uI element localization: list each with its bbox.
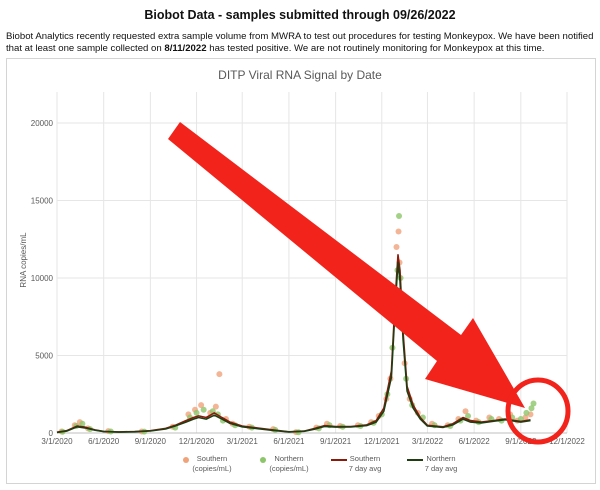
page-description: Biobot Analytics recently requested extr…	[6, 31, 596, 55]
data-point	[200, 406, 207, 413]
annotation-circle-icon	[505, 377, 571, 445]
x-tick-label: 12/1/2021	[364, 437, 400, 446]
data-point	[465, 412, 472, 419]
data-point	[528, 405, 535, 412]
x-tick-label: 9/1/2020	[135, 437, 167, 446]
data-point	[216, 371, 223, 378]
legend-marker	[183, 457, 189, 463]
legend-sublabel: 7 day avg	[425, 464, 458, 473]
annotation-arrow-icon	[168, 122, 525, 408]
legend: Southern(copies/mL)Northern(copies/mL)So…	[183, 454, 457, 473]
data-point	[522, 414, 529, 421]
legend-sublabel: 7 day avg	[349, 464, 382, 473]
data-point	[198, 402, 205, 409]
description-text-1: Biobot Analytics recently requested extr…	[6, 31, 594, 54]
y-tick-label: 10000	[31, 274, 54, 283]
legend-label: Northern	[274, 454, 303, 463]
average-lines	[56, 254, 531, 434]
legend-sublabel: (copies/mL)	[192, 464, 232, 473]
y-tick-labels: 0 5000 10000 15000 20000	[31, 119, 54, 438]
legend-label: Southern	[197, 454, 227, 463]
x-tick-label: 6/1/2022	[459, 437, 491, 446]
description-text-2: has tested positive. We are not routinel…	[206, 43, 545, 54]
x-tick-label: 12/1/2020	[179, 437, 215, 446]
data-point	[193, 409, 200, 416]
x-tick-label: 12/1/2022	[549, 437, 585, 446]
chart-frame	[6, 58, 596, 484]
data-point	[212, 403, 219, 410]
y-tick-label: 5000	[35, 352, 53, 361]
y-tick-label: 20000	[31, 119, 54, 128]
data-point	[530, 400, 537, 407]
legend-label: Southern	[350, 454, 380, 463]
y-tick-label: 0	[49, 429, 54, 438]
page-title: Biobot Data - samples submitted through …	[144, 8, 456, 22]
legend-sublabel: (copies/mL)	[269, 464, 309, 473]
data-point	[523, 409, 530, 416]
legend-marker	[260, 457, 266, 463]
x-tick-label: 9/1/2021	[320, 437, 352, 446]
chart-title: DITP Viral RNA Signal by Date	[218, 68, 382, 82]
description-date: 8/11/2022	[164, 43, 207, 54]
x-tick-label: 3/1/2020	[41, 437, 73, 446]
data-point	[462, 408, 469, 415]
data-point	[393, 244, 400, 250]
x-tick-label: 6/1/2021	[273, 437, 305, 446]
series-line	[56, 261, 531, 434]
y-axis-label: RNA copies/mL	[19, 232, 28, 288]
x-tick-label: 3/1/2022	[412, 437, 444, 446]
data-points	[58, 213, 537, 436]
data-point	[79, 420, 86, 427]
x-tick-label: 9/1/2022	[505, 437, 537, 446]
x-tick-label: 3/1/2021	[227, 437, 259, 446]
y-tick-label: 15000	[31, 197, 54, 206]
data-point	[396, 213, 403, 219]
x-tick-label: 6/1/2020	[88, 437, 120, 446]
data-point	[395, 228, 402, 235]
legend-label: Northern	[426, 454, 455, 463]
x-tick-labels: 3/1/2020 6/1/2020 9/1/2020 12/1/2020 3/1/202…	[41, 437, 585, 446]
annotation	[168, 122, 571, 445]
